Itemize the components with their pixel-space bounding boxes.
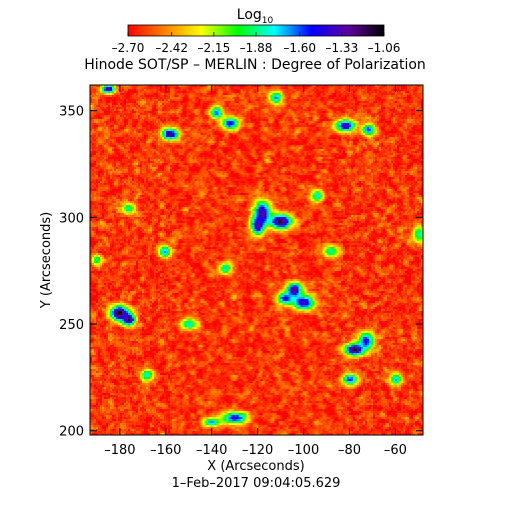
colorbar-tick-label: –2.15 <box>197 41 230 55</box>
x-axis-label: X (Arcseconds) <box>207 459 304 474</box>
x-tick-label: –60 <box>384 443 407 458</box>
x-tick-label: –120 <box>242 443 273 458</box>
y-axis-label: Y (Arcseconds) <box>39 212 54 309</box>
x-tick-label: –140 <box>196 443 227 458</box>
colorbar-tick-label: –1.60 <box>283 41 316 55</box>
heatmap-image <box>90 85 423 435</box>
colorbar-tick-label: –1.06 <box>368 41 401 55</box>
x-tick-label: –100 <box>288 443 319 458</box>
y-axis-ticks: 200 250 300 350 <box>59 105 423 440</box>
colorbar-ticks: –2.70 –2.42 –2.15 –1.88 –1.60 –1.33 –1.06 <box>112 32 401 55</box>
y-tick-label: 200 <box>59 425 84 440</box>
chart-title: Hinode SOT/SP – MERLIN : Degree of Polar… <box>84 57 426 73</box>
x-tick-label: –160 <box>150 443 181 458</box>
colorbar-tick-label: –1.88 <box>240 41 273 55</box>
colorbar-title-subscript: 10 <box>262 16 274 26</box>
x-tick-label: –180 <box>104 443 135 458</box>
colorbar-tick-label: –1.33 <box>325 41 358 55</box>
timestamp-label: 1–Feb–2017 09:04:05.629 <box>172 476 341 491</box>
colorbar-tick-label: –2.70 <box>112 41 145 55</box>
y-tick-label: 300 <box>59 211 84 226</box>
colorbar-tick-label: –2.42 <box>155 41 188 55</box>
y-tick-label: 250 <box>59 318 84 333</box>
y-tick-label: 350 <box>59 105 84 120</box>
colorbar-title-main: Log <box>237 7 262 23</box>
plot-frame <box>89 84 424 436</box>
x-tick-label: –80 <box>338 443 361 458</box>
colorbar-title: Log10 <box>237 7 274 26</box>
x-axis-ticks: –180 –160 –140 –120 –100 –80 –60 <box>104 85 407 458</box>
